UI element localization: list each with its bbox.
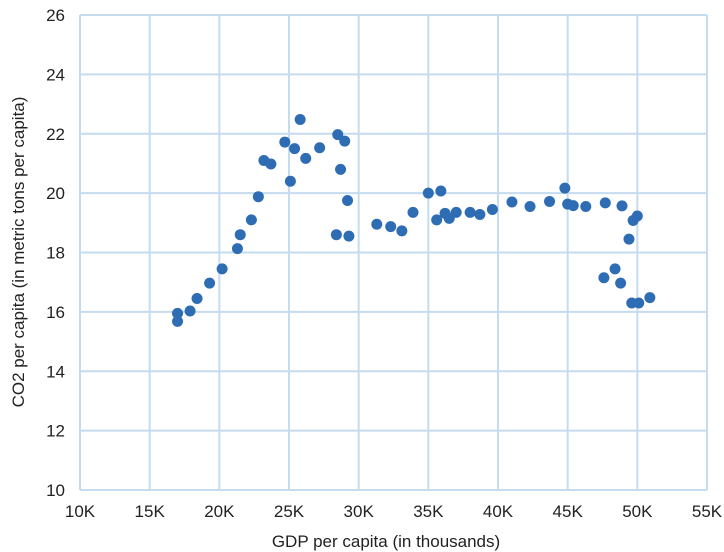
y-tick-label: 18	[46, 244, 65, 263]
y-tick-label: 22	[46, 125, 65, 144]
x-tick-label: 30K	[344, 502, 375, 521]
data-point	[616, 200, 628, 212]
data-point	[580, 200, 592, 212]
data-point	[599, 197, 611, 209]
data-point	[631, 210, 643, 222]
y-tick-label: 10	[46, 481, 65, 500]
x-tick-label: 40K	[483, 502, 514, 521]
data-point	[450, 206, 462, 218]
data-point	[332, 129, 344, 141]
data-point	[284, 175, 296, 187]
y-tick-label: 20	[46, 184, 65, 203]
data-point	[615, 277, 627, 289]
data-point	[544, 195, 556, 207]
x-tick-label: 20K	[204, 502, 235, 521]
data-point	[279, 136, 291, 148]
data-point	[464, 206, 476, 218]
data-point	[216, 263, 228, 275]
data-point	[330, 229, 342, 241]
data-point	[184, 305, 196, 317]
data-point	[294, 114, 306, 125]
data-point	[431, 214, 443, 226]
x-tick-label: 45K	[553, 502, 584, 521]
data-point	[245, 214, 257, 226]
y-tick-label: 14	[46, 362, 65, 381]
data-point	[342, 195, 354, 207]
data-point	[335, 163, 347, 175]
data-point	[396, 225, 408, 237]
data-point	[524, 200, 536, 212]
data-point	[339, 135, 351, 147]
y-tick-label: 16	[46, 303, 65, 322]
x-tick-label: 55K	[692, 502, 723, 521]
x-axis-tick-labels: 10K 15K 20K 25K 30K 35K 40K 45K 50K 55K	[65, 502, 723, 521]
data-point	[633, 297, 645, 309]
data-point	[644, 292, 656, 304]
data-point	[609, 263, 621, 275]
x-axis-title: GDP per capita (in thousands)	[272, 532, 500, 551]
data-point	[314, 142, 326, 154]
y-tick-label: 12	[46, 422, 65, 441]
data-point	[371, 218, 383, 230]
y-tick-label: 24	[46, 65, 65, 84]
data-point	[343, 230, 355, 242]
data-point	[422, 187, 434, 199]
data-point	[231, 243, 243, 255]
x-tick-label: 25K	[274, 502, 305, 521]
x-tick-label: 15K	[135, 502, 166, 521]
x-tick-label: 10K	[65, 502, 96, 521]
data-point	[234, 229, 246, 241]
data-point	[172, 315, 184, 327]
data-point	[486, 203, 498, 215]
data-point	[265, 158, 277, 170]
data-point	[385, 221, 397, 233]
data-point	[172, 307, 184, 319]
data-point	[435, 185, 447, 197]
data-point	[506, 196, 518, 208]
data-point	[474, 209, 486, 220]
data-point	[598, 272, 610, 284]
data-point	[623, 233, 635, 245]
x-tick-label: 50K	[622, 502, 653, 521]
data-point	[289, 143, 301, 155]
data-points	[172, 114, 656, 327]
y-tick-label: 26	[46, 6, 65, 25]
data-point	[252, 191, 264, 203]
data-point	[559, 182, 571, 194]
data-point	[204, 277, 216, 289]
y-axis-title: CO2 per capita (in metric tons per capit…	[9, 97, 28, 408]
data-point	[300, 152, 312, 164]
y-axis-tick-labels: 10 12 14 16 18 20 22 24 26	[46, 6, 65, 500]
data-point	[567, 200, 579, 212]
data-point	[407, 206, 419, 218]
data-point	[191, 293, 203, 305]
gridlines	[79, 14, 708, 491]
x-tick-label: 35K	[413, 502, 444, 521]
